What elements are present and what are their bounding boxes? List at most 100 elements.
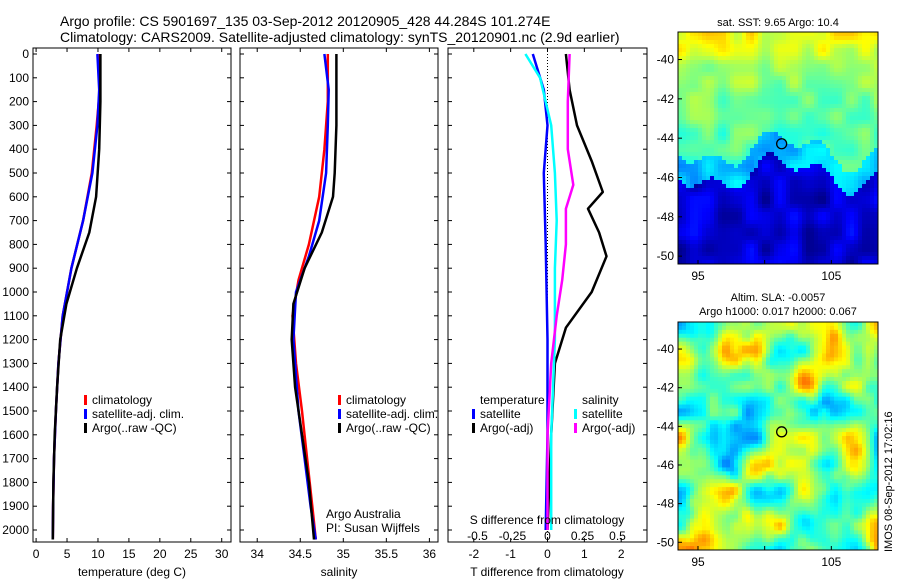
heatmap-cell	[802, 349, 807, 354]
heatmap-cell	[758, 333, 763, 339]
heatmap-cell	[714, 184, 719, 189]
heatmap-cell	[742, 172, 747, 177]
heatmap-cell	[754, 92, 759, 97]
heatmap-cell	[714, 260, 719, 265]
heatmap-cell	[802, 52, 807, 57]
heatmap-cell	[806, 349, 811, 354]
heatmap-cell	[758, 100, 763, 105]
heatmap-cell	[798, 325, 803, 331]
heatmap-cell	[750, 164, 755, 169]
heatmap-cell	[694, 160, 699, 165]
heatmap-cell	[850, 428, 855, 433]
heatmap-cell	[786, 455, 791, 461]
heatmap-cell	[798, 120, 803, 125]
heatmap-cell	[786, 341, 791, 347]
heatmap-cell	[718, 252, 723, 257]
heatmap-cell	[862, 384, 867, 390]
heatmap-cell	[762, 329, 767, 335]
heatmap-cell	[738, 72, 743, 77]
heatmap-cell	[754, 68, 759, 73]
heatmap-cell	[714, 36, 719, 41]
heatmap-cell	[750, 443, 755, 449]
heatmap-cell	[830, 369, 835, 374]
heatmap-cell	[798, 188, 803, 193]
heatmap-cell	[862, 322, 867, 327]
heatmap-cell	[806, 116, 811, 121]
heatmap-cell	[686, 208, 691, 213]
heatmap-cell	[686, 341, 691, 347]
heatmap-cell	[766, 459, 771, 465]
heatmap-cell	[770, 60, 775, 65]
heatmap-cell	[690, 455, 695, 461]
heatmap-cell	[766, 164, 771, 169]
heatmap-cell	[806, 76, 811, 81]
heatmap-cell	[714, 172, 719, 177]
heatmap-cell	[846, 377, 851, 382]
heatmap-cell	[794, 132, 799, 137]
heatmap-cell	[846, 416, 851, 421]
heatmap-cell	[726, 388, 731, 394]
heatmap-cell	[790, 192, 795, 197]
heatmap-cell	[850, 373, 855, 378]
heatmap-cell	[686, 100, 691, 105]
heatmap-cell	[802, 404, 807, 409]
heatmap-cell	[798, 373, 803, 378]
heatmap-cell	[690, 136, 695, 141]
heatmap-cell	[682, 459, 687, 465]
heatmap-cell	[786, 52, 791, 57]
heatmap-cell	[734, 112, 739, 117]
heatmap-cell	[714, 40, 719, 45]
heatmap-cell	[834, 236, 839, 241]
heatmap-cell	[854, 40, 859, 45]
heatmap-cell	[702, 128, 707, 133]
heatmap-cell	[850, 260, 855, 265]
heatmap-cell	[870, 428, 875, 433]
heatmap-cell	[818, 384, 823, 390]
heatmap-cell	[814, 424, 819, 429]
heatmap-cell	[806, 156, 811, 161]
heatmap-cell	[818, 357, 823, 362]
heatmap-cell	[838, 176, 843, 181]
heatmap-cell	[746, 228, 751, 233]
heatmap-cell	[802, 384, 807, 390]
heatmap-cell	[830, 152, 835, 157]
heatmap-cell	[762, 184, 767, 189]
heatmap-cell	[678, 40, 683, 45]
heatmap-cell	[822, 96, 827, 101]
heatmap-cell	[678, 220, 683, 225]
heatmap-cell	[686, 212, 691, 217]
heatmap-cell	[690, 172, 695, 177]
heatmap-cell	[698, 384, 703, 390]
heatmap-cell	[834, 396, 839, 402]
heatmap-cell	[862, 216, 867, 221]
heatmap-cell	[826, 420, 831, 425]
heatmap-cell	[790, 216, 795, 221]
heatmap-cell	[778, 184, 783, 189]
heatmap-cell	[830, 196, 835, 201]
heatmap-cell	[862, 357, 867, 362]
depth-tick-label: 100	[9, 71, 29, 85]
heatmap-cell	[750, 116, 755, 121]
heatmap-cell	[862, 168, 867, 173]
heatmap-cell	[722, 349, 727, 354]
heatmap-cell	[842, 455, 847, 461]
heatmap-cell	[770, 345, 775, 351]
heatmap-cell	[758, 76, 763, 81]
heatmap-cell	[742, 236, 747, 241]
heatmap-cell	[778, 345, 783, 351]
heatmap-cell	[750, 400, 755, 406]
heatmap-cell	[694, 72, 699, 77]
heatmap-cell	[810, 136, 815, 141]
heatmap-cell	[762, 322, 767, 327]
heatmap-cell	[702, 132, 707, 137]
heatmap-cell	[790, 64, 795, 69]
heatmap-cell	[842, 400, 847, 406]
heatmap-cell	[874, 329, 879, 335]
heatmap-cell	[866, 392, 871, 398]
heatmap-cell	[698, 252, 703, 257]
heatmap-cell	[810, 152, 815, 157]
heatmap-cell	[678, 176, 683, 181]
heatmap-cell	[698, 148, 703, 153]
heatmap-cell	[834, 455, 839, 461]
heatmap-cell	[702, 92, 707, 97]
